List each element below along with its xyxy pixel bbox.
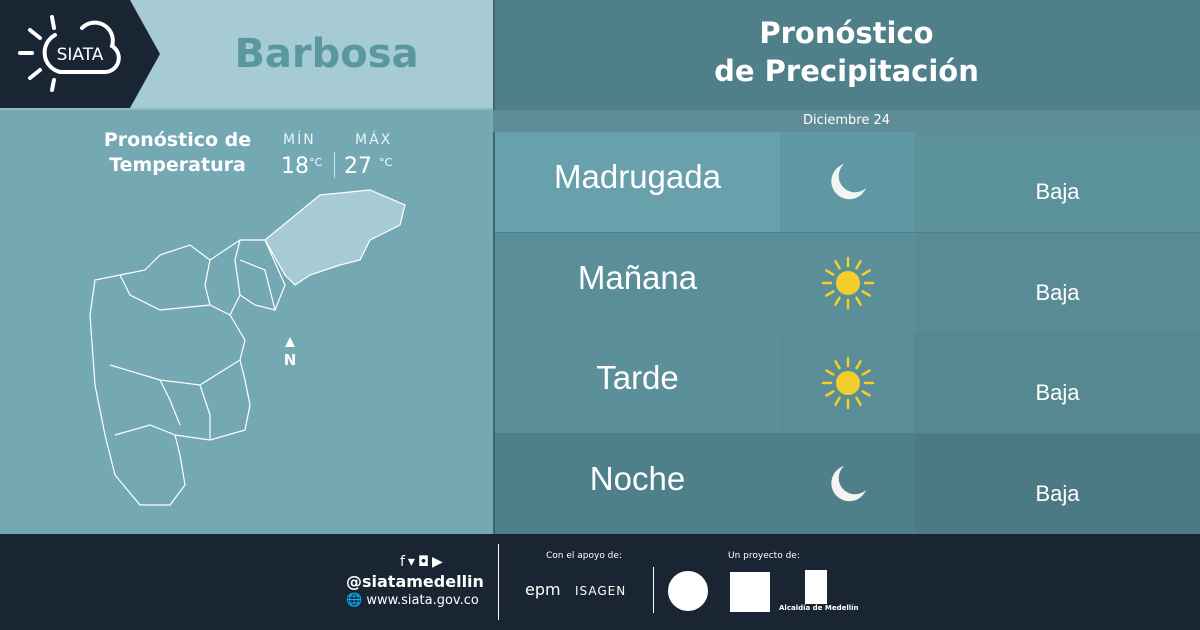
support-label: Con el apoyo de:	[546, 551, 622, 561]
website-link[interactable]: 🌐 www.siata.gov.co	[346, 593, 479, 608]
isagen-logo: ISAGEN	[575, 584, 627, 598]
medellin-seal	[668, 571, 708, 611]
project-label: Un proyecto de:	[728, 551, 800, 561]
min-temp: 18°C	[281, 154, 323, 179]
precipitation-level: Baja	[915, 433, 1200, 534]
precipitation-title: Pronóstico de Precipitación	[493, 14, 1200, 90]
precipitation-level: Baja	[915, 232, 1200, 333]
area-metropolitana-logo	[730, 572, 770, 612]
period-label: Madrugada	[495, 132, 780, 232]
divider	[334, 152, 335, 178]
footer: f▾◘▶ @siatamedellin 🌐 www.siata.gov.co C…	[0, 534, 1200, 630]
siata-logo: SIATA	[0, 0, 160, 108]
period-label: Noche	[495, 433, 780, 534]
title-line2: Temperatura	[109, 154, 246, 176]
min-label: MÍN	[283, 132, 316, 148]
sun-icon	[780, 333, 915, 433]
svg-text:SIATA: SIATA	[57, 45, 104, 65]
sun-icon	[780, 232, 915, 333]
temperature-title: Pronóstico de Temperatura	[95, 128, 260, 178]
precipitation-level: Baja	[915, 132, 1200, 232]
forecast-row: Tarde Baja	[495, 333, 1200, 433]
moon-icon	[780, 132, 915, 232]
precipitation-level: Baja	[915, 333, 1200, 433]
forecast-date: Diciembre 24	[493, 110, 1200, 132]
moon-icon	[780, 433, 915, 534]
social-icons[interactable]: f▾◘▶	[400, 554, 446, 570]
social-handle[interactable]: @siatamedellin	[346, 572, 484, 591]
title-line2: de Precipitación	[714, 54, 979, 88]
forecast-row: Noche Baja	[495, 433, 1200, 534]
north-indicator: N	[284, 351, 297, 369]
municipality-map: N	[89, 189, 406, 506]
period-label: Tarde	[495, 333, 780, 433]
globe-icon: 🌐	[346, 593, 363, 608]
title-line1: Pronóstico	[759, 16, 934, 50]
max-temp: 27 °C	[344, 154, 393, 179]
period-label: Mañana	[495, 232, 780, 333]
epm-logo: epm	[525, 580, 561, 599]
max-label: MÁX	[355, 132, 393, 148]
temperature-panel	[0, 108, 493, 534]
forecast-row: Madrugada Baja	[495, 132, 1200, 232]
alcaldia-shield	[805, 570, 827, 604]
forecast-row: Mañana Baja	[495, 232, 1200, 333]
city-name: Barbosa	[234, 31, 419, 77]
title-line1: Pronóstico de	[103, 129, 252, 151]
alcaldia-logo: Alcaldía de Medellín	[779, 604, 859, 612]
